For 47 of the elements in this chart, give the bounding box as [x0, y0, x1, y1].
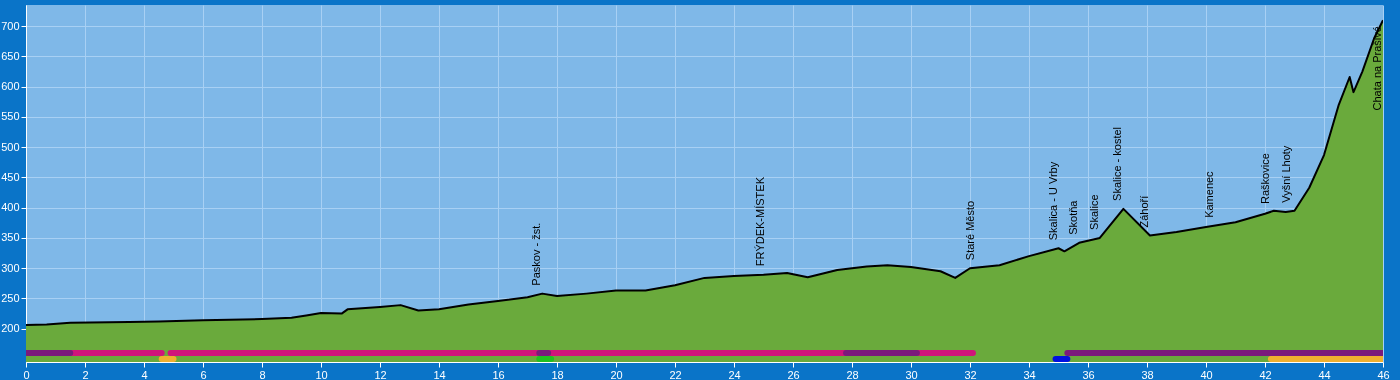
x-tick-label: 10 [315, 368, 328, 380]
x-tick-label: 14 [433, 368, 446, 380]
y-tick-label: 200 [1, 322, 20, 335]
x-tick-label: 34 [1023, 368, 1036, 380]
y-tick-label: 550 [1, 110, 20, 123]
x-tick-label: 24 [728, 368, 741, 380]
x-tick-label: 36 [1082, 368, 1095, 380]
x-tick-label: 28 [846, 368, 859, 380]
y-tick-label: 300 [1, 261, 20, 274]
y-tick-label: 500 [1, 140, 20, 153]
x-tick-label: 46 [1377, 368, 1390, 380]
annotation: Staré Město [963, 200, 976, 261]
annotation: Kamenec [1202, 170, 1215, 218]
annotation: Skalica - U Vrby [1046, 161, 1059, 241]
x-tick-label: 16 [492, 368, 505, 380]
x-tick-label: 38 [1141, 368, 1154, 380]
y-tick-label: 350 [1, 231, 20, 244]
y-tick-label: 650 [1, 49, 20, 62]
y-tick-label: 250 [1, 291, 20, 304]
annotation: Záhoří [1137, 195, 1150, 228]
x-tick-label: 32 [964, 368, 977, 380]
annotation: Chata na Prašivé [1371, 26, 1383, 111]
annotation: Skalice - kostel [1111, 126, 1124, 201]
annotation: Vyšní Lhoty [1279, 145, 1292, 203]
x-tick-label: 0 [23, 368, 30, 380]
x-tick-label: 22 [669, 368, 682, 380]
x-tick-label: 26 [787, 368, 800, 380]
x-tick-label: 44 [1318, 368, 1331, 380]
x-tick-label: 40 [1200, 368, 1213, 380]
annotation: Skotňa [1067, 199, 1080, 235]
x-tick-label: 2 [82, 368, 89, 380]
y-tick-label: 400 [1, 201, 20, 214]
y-tick-label: 450 [1, 170, 20, 183]
annotation: Paskov - žst. [530, 222, 543, 286]
x-tick-label: 18 [551, 368, 564, 380]
x-tick-label: 8 [259, 368, 266, 380]
annotation: Raškovice [1258, 153, 1271, 204]
x-tick-label: 4 [141, 368, 148, 380]
annotation: FRÝDEK-MÍSTEK [754, 176, 767, 267]
x-tick-label: 42 [1259, 368, 1272, 380]
x-tick-label: 30 [905, 368, 918, 380]
x-tick-label: 12 [374, 368, 387, 380]
y-tick-label: 700 [1, 19, 20, 32]
annotation: Skalice [1087, 194, 1100, 230]
y-tick-label: 600 [1, 80, 20, 93]
x-tick-label: 6 [200, 368, 207, 380]
x-tick-label: 20 [610, 368, 623, 380]
